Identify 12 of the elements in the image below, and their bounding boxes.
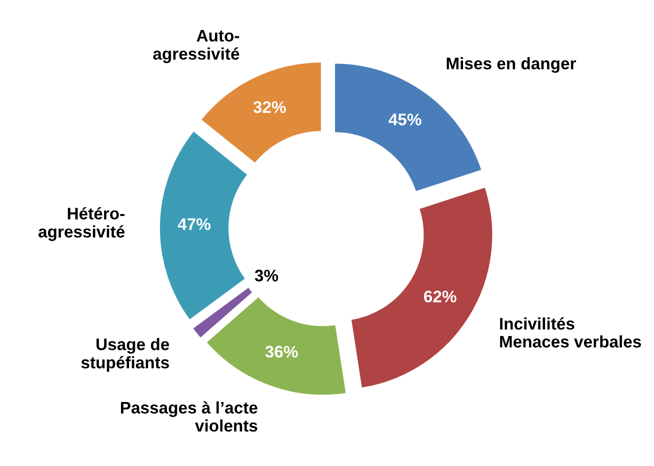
slice-label: Mises en danger bbox=[446, 57, 576, 73]
slice-label: Usage de stupéfiants bbox=[81, 338, 170, 372]
data-label: 62% bbox=[424, 290, 456, 302]
data-label: 36% bbox=[265, 346, 298, 358]
slice-label: Auto- agressivité bbox=[153, 30, 240, 64]
data-label: 3% bbox=[254, 270, 278, 282]
slice-label: Passages à l’acte violents bbox=[121, 401, 258, 432]
slice-label: Incivilités Menaces verbales bbox=[500, 317, 641, 348]
data-label: 47% bbox=[178, 218, 210, 230]
slice-label: Hétéro- agressivité bbox=[38, 207, 125, 241]
data-label: 45% bbox=[388, 114, 422, 126]
data-label: 32% bbox=[253, 101, 286, 114]
